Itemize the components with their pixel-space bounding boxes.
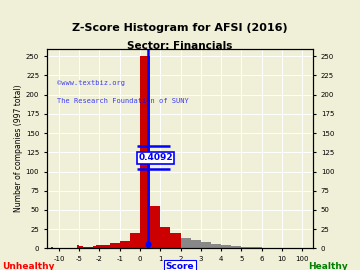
Bar — [140, 56, 150, 248]
Text: 0.4092: 0.4092 — [138, 153, 173, 162]
Bar — [180, 238, 191, 248]
Bar — [201, 242, 211, 248]
Bar — [241, 247, 251, 248]
Text: Z-Score Histogram for AFSI (2016): Z-Score Histogram for AFSI (2016) — [72, 23, 288, 33]
Bar — [77, 245, 79, 248]
Bar — [89, 247, 93, 248]
Text: Unhealthy: Unhealthy — [3, 262, 55, 270]
Bar — [231, 246, 241, 248]
Bar — [130, 233, 140, 248]
Bar — [51, 247, 53, 248]
Y-axis label: Number of companies (997 total): Number of companies (997 total) — [14, 85, 23, 212]
Bar — [120, 241, 130, 248]
Bar — [109, 243, 120, 248]
Bar — [96, 245, 99, 248]
Bar — [79, 246, 82, 248]
Bar — [251, 247, 262, 248]
Bar — [170, 233, 180, 248]
Bar — [191, 240, 201, 248]
Bar — [93, 246, 96, 248]
Text: Sector: Financials: Sector: Financials — [127, 40, 233, 50]
Text: Healthy: Healthy — [308, 262, 347, 270]
Bar — [99, 245, 109, 248]
Bar — [82, 247, 86, 248]
Bar — [150, 206, 160, 248]
Text: Score: Score — [166, 262, 194, 270]
Text: The Research Foundation of SUNY: The Research Foundation of SUNY — [58, 97, 189, 104]
Text: ©www.textbiz.org: ©www.textbiz.org — [58, 80, 125, 86]
Bar — [160, 227, 170, 248]
Bar — [221, 245, 231, 248]
Bar — [86, 247, 89, 248]
Bar — [211, 244, 221, 248]
